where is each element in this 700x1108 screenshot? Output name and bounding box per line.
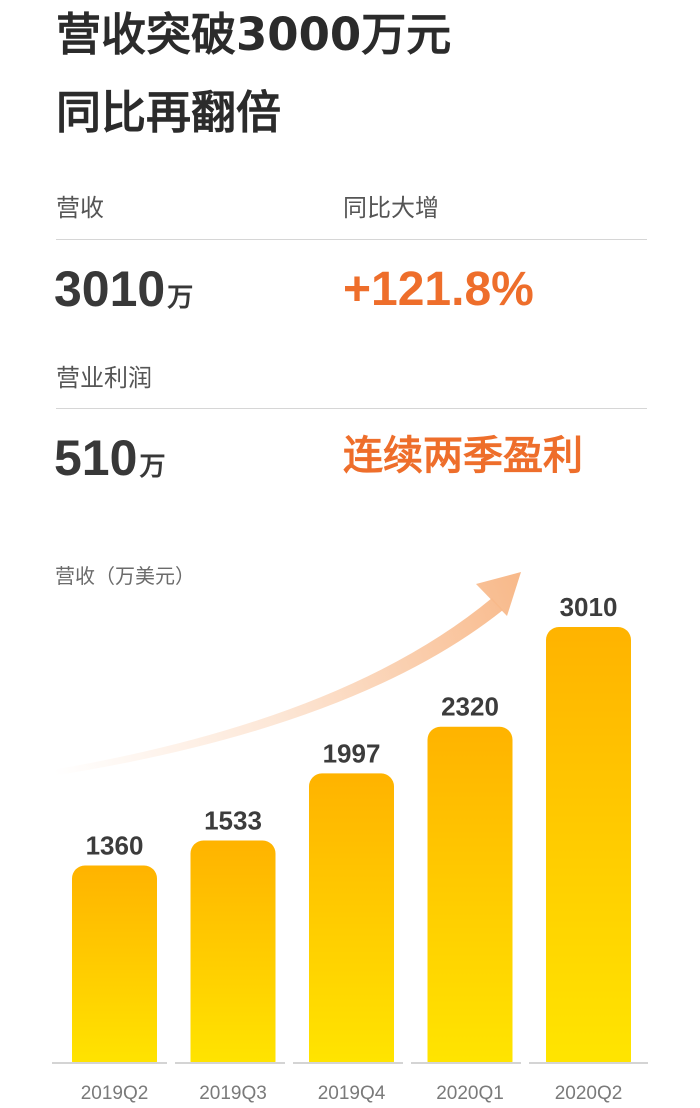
category-label-2020Q2: 2020Q2 (555, 1083, 623, 1104)
growth-value: +121.8% (343, 263, 534, 316)
bar-2019Q2 (72, 865, 157, 1074)
chart-unit-label: 营收（万美元） (55, 564, 195, 588)
revenue-label: 营收 (56, 194, 104, 222)
revenue-value: 3010万 (54, 264, 193, 314)
value-label-2020Q2: 3010 (560, 592, 618, 622)
value-label-2019Q3: 1533 (204, 805, 262, 835)
profit-unit: 万 (139, 452, 166, 482)
bar-2020Q2 (546, 627, 631, 1074)
category-label-2019Q2: 2019Q2 (81, 1083, 149, 1104)
profit-note: 连续两季盈利 (343, 433, 583, 479)
value-label-2019Q4: 1997 (323, 738, 381, 768)
headline-line-1: 营收突破3000万元 (56, 8, 452, 61)
profit-value: 510万 (54, 433, 165, 483)
headline-line-2: 同比再翻倍 (56, 86, 282, 139)
category-label-2020Q1: 2020Q1 (436, 1083, 504, 1104)
trend-arrow (52, 572, 521, 776)
trend-arrow-head (476, 572, 521, 616)
revenue-unit: 万 (167, 283, 194, 313)
profit-number: 510 (54, 430, 138, 486)
bar-2019Q4 (309, 773, 394, 1074)
category-label-2019Q3: 2019Q3 (199, 1083, 267, 1104)
growth-label: 同比大增 (343, 194, 439, 222)
revenue-number: 3010 (54, 261, 166, 317)
value-label-2019Q2: 1360 (86, 830, 144, 860)
bar-2020Q1 (427, 726, 513, 1074)
profit-label: 营业利润 (56, 364, 152, 392)
bar-2019Q3 (190, 840, 276, 1074)
baseline-mask (0, 1064, 700, 1078)
value-label-2020Q1: 2320 (441, 692, 499, 722)
divider-top (56, 239, 647, 240)
category-label-2019Q4: 2019Q4 (318, 1083, 386, 1104)
divider-bottom (56, 408, 647, 409)
